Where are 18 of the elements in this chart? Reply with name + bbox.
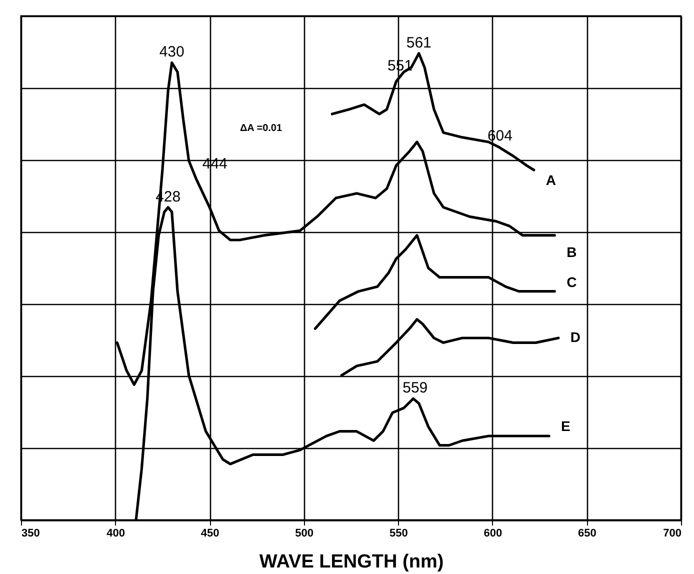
annotation: 561 [406,34,432,52]
x-tick-label: 550 [389,528,408,540]
x-tick-label: 650 [578,528,596,540]
annotation: ΔA =0.01 [240,123,282,134]
series-label: A [546,172,556,188]
x-tick-label: 450 [200,528,220,540]
series-label: C [566,274,577,290]
annotation: 430 [159,44,184,61]
x-tick-label: 500 [295,528,314,540]
annotation: 559 [402,380,428,397]
x-axis-title: WAVE LENGTH (nm) [259,552,444,572]
x-tick-label: 350 [22,528,40,540]
x-tick-label: 600 [484,528,502,540]
series-label: E [561,418,570,434]
series-label: D [570,329,581,345]
x-tick-label: 700 [663,528,682,540]
series-label: B [566,244,577,260]
x-tick-label: 400 [106,528,125,540]
